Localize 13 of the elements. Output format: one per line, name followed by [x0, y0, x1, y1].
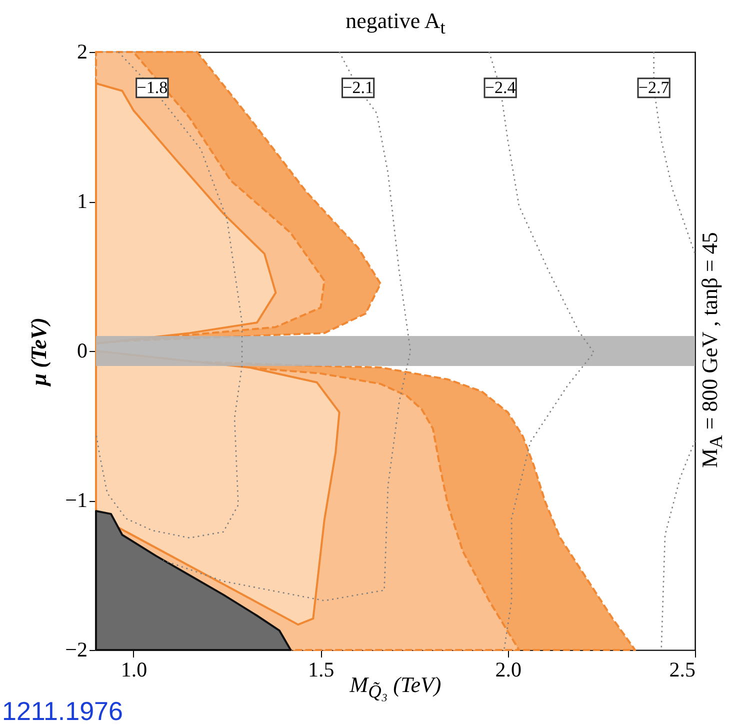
y-tick-label: 0 — [77, 338, 88, 362]
y-tick-label: 1 — [77, 189, 88, 213]
text: 1211.1976 — [2, 696, 123, 727]
chart-title: negative A$_{t}$ — [344, 8, 446, 38]
y-tick-label: −1 — [65, 488, 88, 512]
x-tick-label: 1.0 — [120, 658, 148, 682]
x-tick-label: 1.5 — [308, 658, 334, 682]
y-tick-label: 2 — [77, 40, 88, 64]
y-tick-label: −2 — [65, 638, 88, 662]
x-tick-label: 2.5 — [669, 658, 696, 682]
y-axis-title: μ (TeV) — [26, 317, 52, 387]
x-axis-title: M$_{Q̃₃}$ (TeV) — [350, 672, 442, 702]
x-tick-label: 2.0 — [495, 658, 522, 682]
